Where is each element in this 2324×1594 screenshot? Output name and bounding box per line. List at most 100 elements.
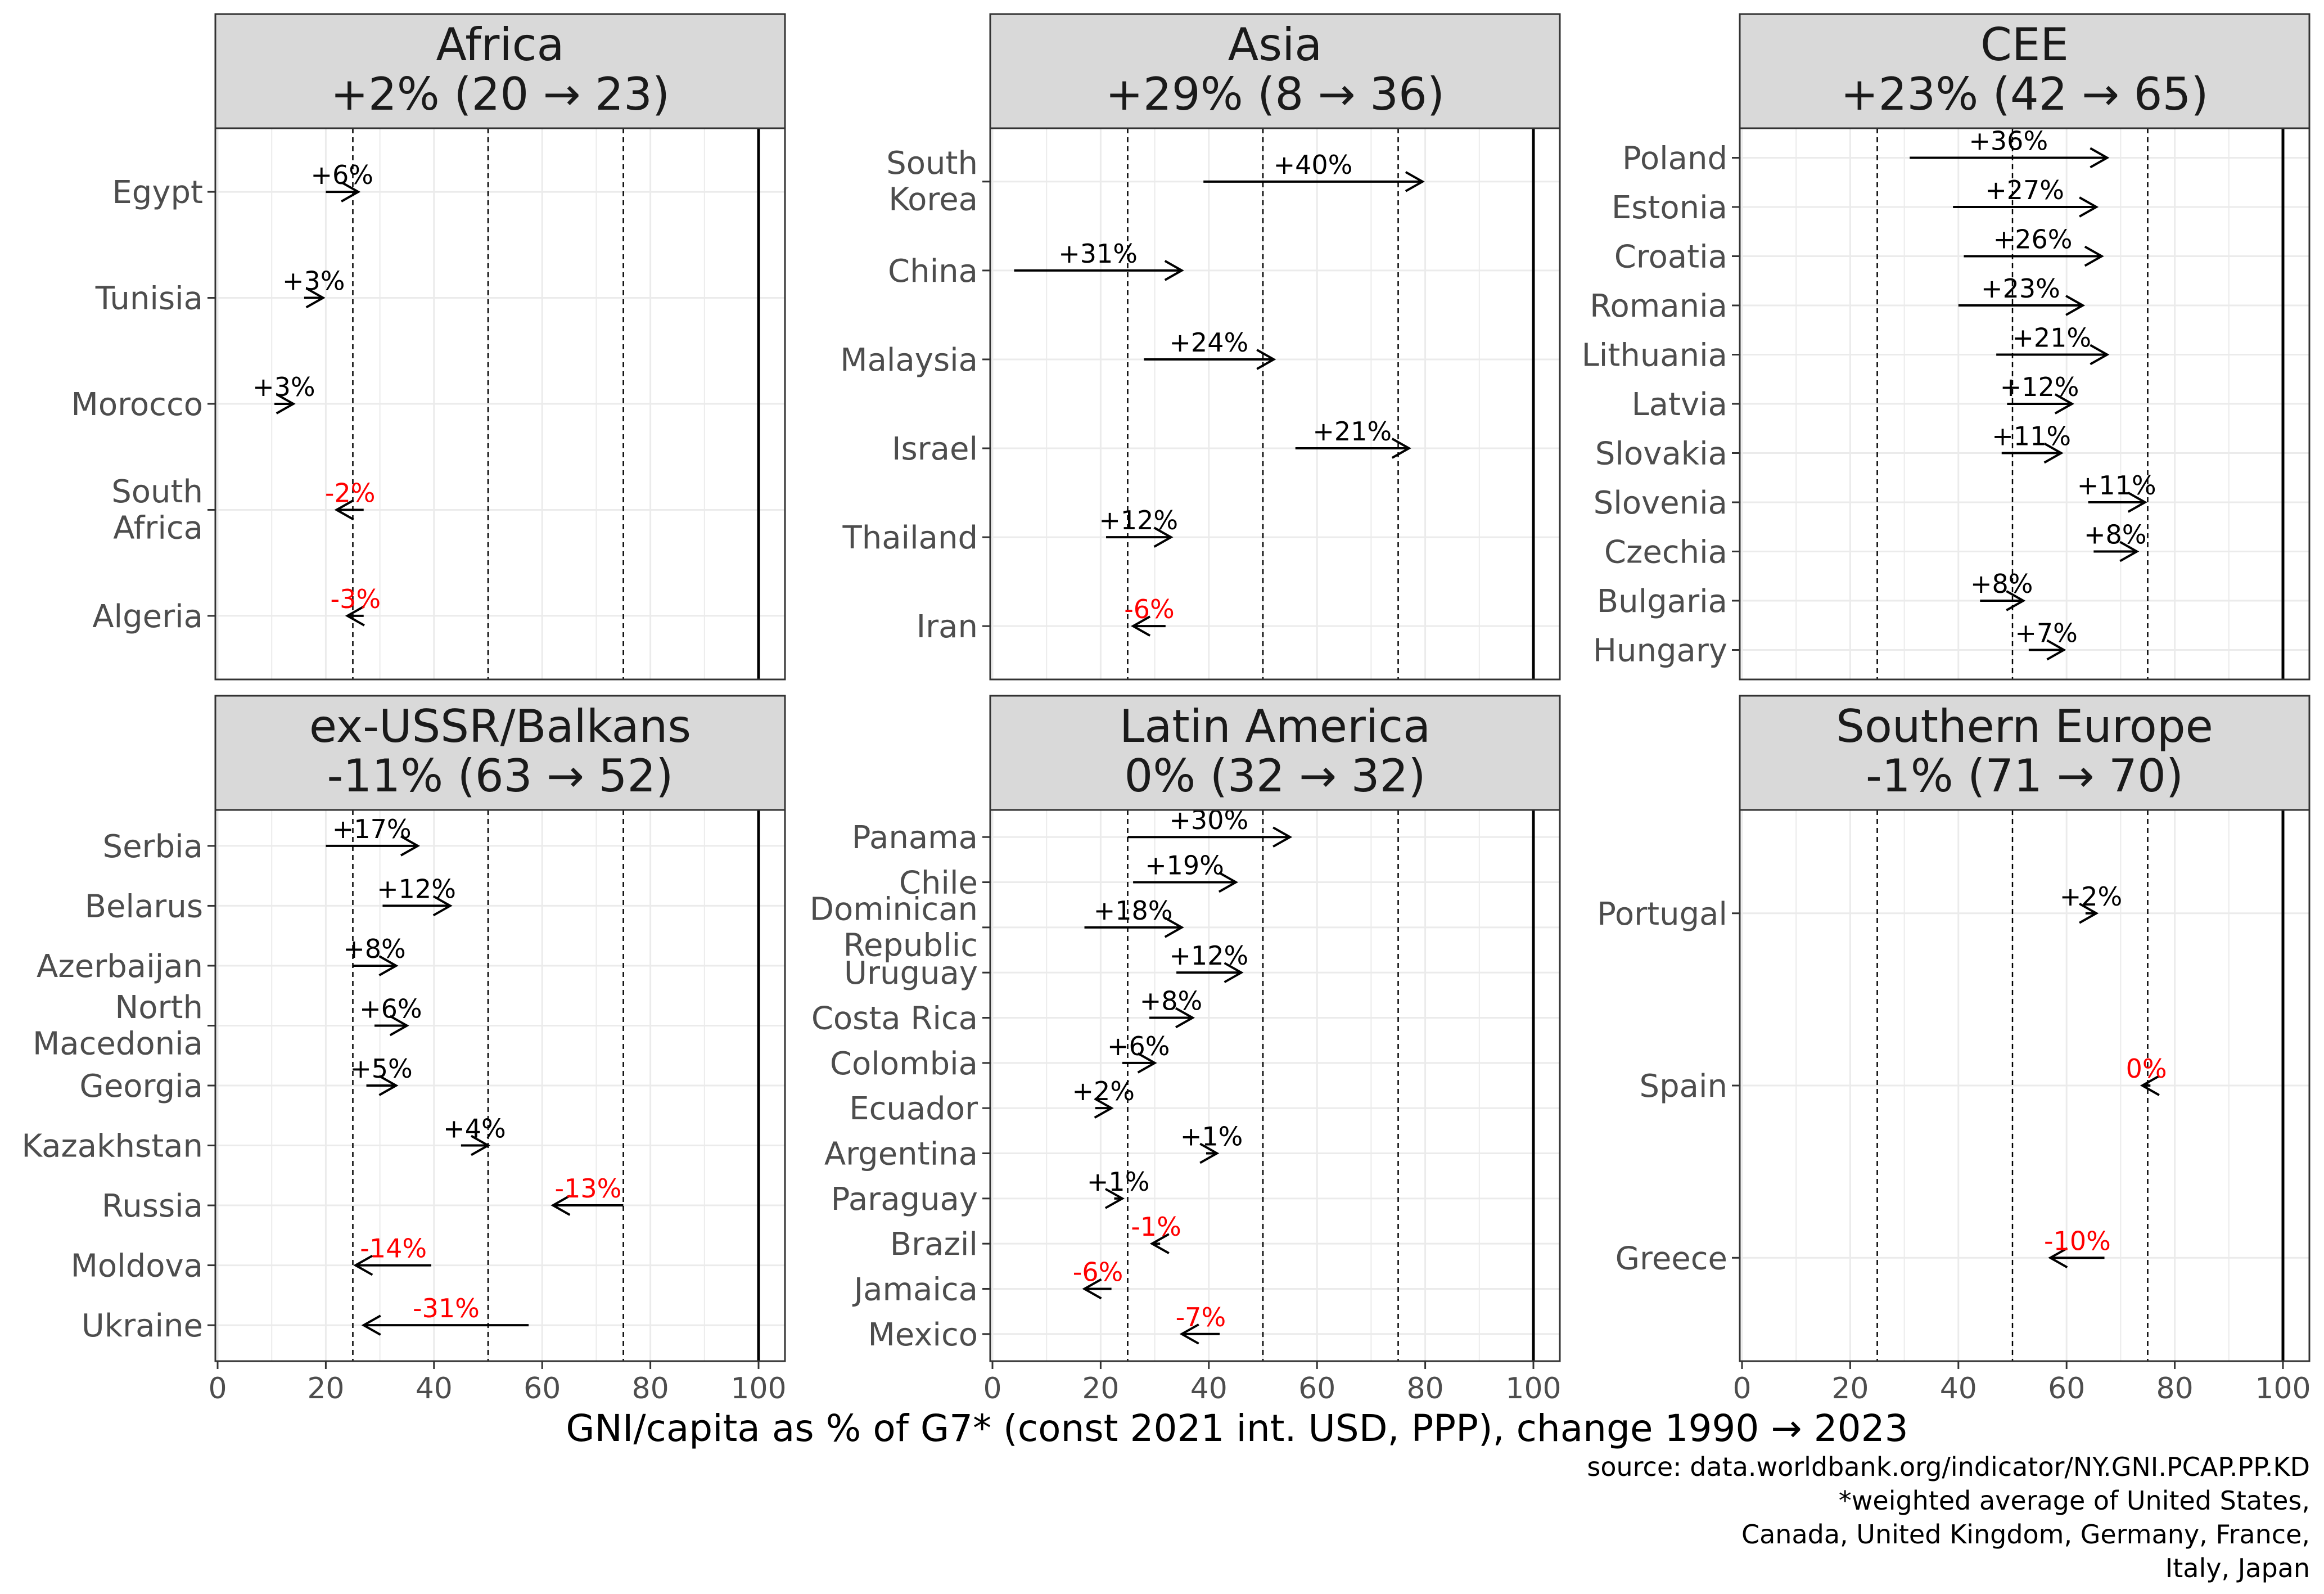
x-tick-label-20: 20 (307, 1372, 344, 1406)
y-tick-label-malaysia: Malaysia (840, 342, 978, 379)
change-label-argentina: +1% (1180, 1121, 1243, 1151)
arrow-head-georgia (378, 1075, 399, 1096)
change-label-kazakhstan: +4% (443, 1114, 506, 1144)
change-label-dominican-republic: +18% (1094, 895, 1173, 926)
arrow-head-tunisia (305, 287, 326, 309)
strip-background (214, 695, 786, 811)
arrow-head-uruguay (1224, 962, 1244, 983)
arrow-head-estonia (2079, 196, 2099, 218)
change-label-romania: +23% (1981, 273, 2060, 304)
arrow-head-romania (2065, 295, 2086, 316)
change-label-poland: +36% (1969, 126, 2048, 156)
change-label-georgia: +5% (350, 1053, 413, 1084)
change-label-ukraine: -31% (413, 1293, 480, 1323)
arrow-head-egypt (341, 181, 361, 202)
change-label-colombia: +6% (1107, 1031, 1170, 1061)
arrow-head-israel (1391, 438, 1411, 459)
arrow-head-belarus (432, 895, 453, 917)
arrow-head-iran (1131, 615, 1151, 637)
arrow-head-brazil (1149, 1233, 1170, 1254)
x-tick-label-60: 60 (1298, 1372, 1335, 1406)
y-tick-label-south-africa: South Africa (111, 474, 203, 546)
panel-border (214, 809, 786, 1362)
y-tick-label-croatia: Croatia (1614, 239, 1727, 276)
y-tick-label-morocco: Morocco (71, 386, 203, 423)
arrow-head-argentina (1199, 1142, 1220, 1164)
strip-background (214, 13, 786, 129)
change-label-morocco: +3% (252, 372, 315, 402)
y-tick-label-egypt: Egypt (112, 174, 203, 211)
arrow-head-czechia (2119, 541, 2140, 562)
change-label-azerbaijan: +8% (343, 934, 406, 964)
change-label-czechia: +8% (2084, 520, 2147, 550)
x-tick-label-80: 80 (1407, 1372, 1444, 1406)
y-tick-label-belarus: Belarus (85, 888, 203, 925)
change-label-tunisia: +3% (282, 266, 345, 296)
arrow-head-malaysia (1256, 349, 1276, 370)
arrow-head-serbia (400, 835, 420, 857)
x-tick-label-100: 100 (1505, 1372, 1561, 1406)
arrow-head-south-korea (1405, 171, 1425, 192)
change-label-belarus: +12% (377, 873, 456, 904)
arrow-head-colombia (1137, 1052, 1157, 1074)
x-tick-label-100: 100 (2255, 1372, 2311, 1406)
panel-asia: Asia+29% (8 → 36) +40% South Korea +31% China… (840, 13, 1561, 681)
arrow-head-moldova (353, 1254, 373, 1276)
y-tick-label-north-macedonia: North Macedonia (33, 989, 203, 1062)
change-label-chile: +19% (1145, 850, 1224, 881)
panel-border (1739, 127, 2311, 681)
y-tick-label-jamaica: Jamaica (852, 1271, 978, 1308)
panel-africa: Africa+2% (20 → 23) +6% Egypt +3% Tunisia +3%… (71, 13, 786, 681)
arrow-head-jamaica (1082, 1278, 1102, 1300)
change-label-moldova: -14% (360, 1233, 427, 1264)
strip-background (1739, 13, 2311, 129)
y-tick-label-dominican-republic: Dominican Republic (810, 891, 978, 963)
arrow-head-ecuador (1094, 1097, 1114, 1119)
panel-subtitle: -11% (63 → 52) (327, 750, 673, 802)
arrow-head-croatia (2084, 245, 2104, 267)
panel-background (990, 128, 1560, 679)
x-tick-label-40: 40 (416, 1372, 453, 1406)
change-label-egypt: +6% (310, 160, 373, 190)
arrow-head-bulgaria (2006, 590, 2026, 611)
arrow-head-kazakhstan (471, 1134, 491, 1156)
y-tick-label-algeria: Algeria (92, 598, 203, 635)
change-label-iran: -6% (1124, 594, 1175, 624)
change-label-slovakia: +11% (1992, 421, 2071, 452)
y-tick-label-colombia: Colombia (830, 1046, 978, 1082)
arrow-head-north-macedonia (389, 1015, 409, 1037)
arrow-head-poland (2090, 147, 2110, 169)
change-label-greece: -10% (2044, 1226, 2111, 1256)
y-tick-label-spain: Spain (1640, 1068, 1727, 1105)
change-label-hungary: +7% (2015, 618, 2078, 649)
change-label-jamaica: -6% (1073, 1257, 1123, 1287)
y-tick-label-israel: Israel (892, 431, 978, 467)
arrow-head-thailand (1153, 526, 1174, 548)
y-tick-label-south-korea: South Korea (886, 145, 978, 218)
arrow-head-costa-rica (1175, 1007, 1195, 1029)
panel-title: Latin America (1120, 700, 1430, 753)
change-label-croatia: +26% (1993, 224, 2073, 255)
y-tick-label-ukraine: Ukraine (82, 1308, 203, 1344)
y-tick-label-georgia: Georgia (79, 1068, 203, 1105)
y-tick-label-iran: Iran (917, 609, 978, 645)
change-label-malaysia: +24% (1169, 327, 1248, 358)
x-tick-label-0: 0 (208, 1372, 227, 1406)
change-label-lithuania: +21% (2012, 323, 2091, 353)
change-label-estonia: +27% (1985, 175, 2064, 205)
arrow-head-portugal (2079, 903, 2099, 924)
y-tick-label-mexico: Mexico (868, 1317, 978, 1353)
change-label-thailand: +12% (1099, 505, 1178, 535)
panel-border (1739, 809, 2311, 1362)
y-tick-label-latvia: Latvia (1632, 386, 1728, 423)
change-label-latvia: +12% (2000, 372, 2079, 402)
x-tick-label-0: 0 (983, 1372, 1001, 1406)
y-tick-label-serbia: Serbia (103, 828, 203, 865)
x-tick-label-20: 20 (1831, 1372, 1869, 1406)
y-tick-label-uruguay: Uruguay (844, 955, 978, 992)
x-tick-label-60: 60 (524, 1372, 561, 1406)
panel-background (990, 810, 1560, 1361)
change-label-costa-rica: +8% (1140, 986, 1203, 1016)
y-tick-label-russia: Russia (102, 1188, 203, 1224)
